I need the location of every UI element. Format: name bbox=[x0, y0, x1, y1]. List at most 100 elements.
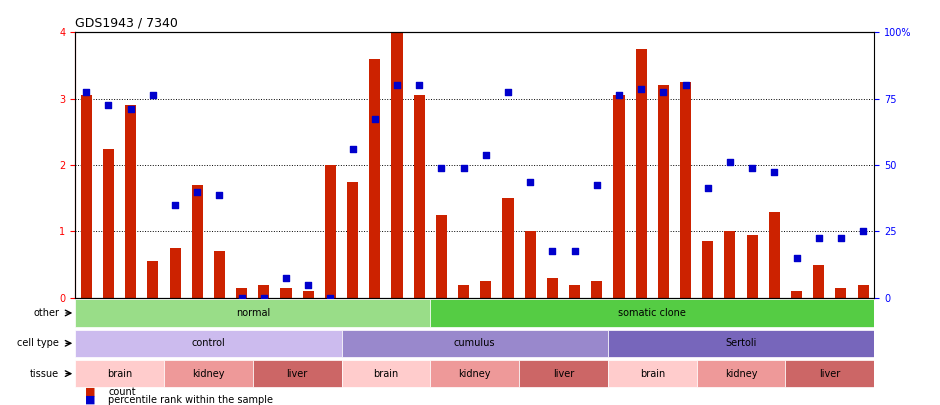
Bar bbox=[75, 299, 431, 326]
Point bbox=[500, 89, 515, 95]
Bar bbox=[258, 285, 270, 298]
Point bbox=[234, 294, 249, 301]
Bar bbox=[569, 285, 580, 298]
Bar bbox=[591, 281, 603, 298]
Text: GDS1943 / 7340: GDS1943 / 7340 bbox=[75, 17, 178, 30]
Text: somatic clone: somatic clone bbox=[619, 308, 686, 318]
Point bbox=[101, 102, 116, 109]
Bar bbox=[614, 96, 624, 298]
Point bbox=[368, 115, 383, 122]
Text: cell type: cell type bbox=[17, 338, 59, 348]
Point bbox=[523, 179, 538, 185]
Text: liver: liver bbox=[287, 369, 307, 379]
Bar bbox=[503, 198, 513, 298]
Text: other: other bbox=[33, 308, 59, 318]
Point bbox=[345, 145, 360, 152]
Point bbox=[190, 188, 205, 195]
Point bbox=[611, 92, 626, 99]
Bar bbox=[169, 248, 180, 298]
Bar bbox=[658, 85, 669, 298]
Bar bbox=[608, 360, 697, 387]
Point bbox=[656, 89, 671, 95]
Text: kidney: kidney bbox=[725, 369, 758, 379]
Point bbox=[789, 255, 804, 261]
Text: count: count bbox=[108, 387, 135, 397]
Point bbox=[79, 89, 94, 95]
Text: cumulus: cumulus bbox=[454, 338, 495, 348]
Bar bbox=[525, 231, 536, 298]
Bar bbox=[431, 299, 874, 326]
Text: normal: normal bbox=[236, 308, 270, 318]
Bar bbox=[769, 211, 780, 298]
Bar bbox=[164, 360, 253, 387]
Bar bbox=[519, 360, 608, 387]
Point bbox=[700, 185, 715, 192]
Point bbox=[456, 165, 471, 172]
Bar bbox=[341, 360, 431, 387]
Point bbox=[811, 235, 826, 241]
Bar bbox=[635, 49, 647, 298]
Bar bbox=[414, 96, 425, 298]
Bar bbox=[697, 360, 786, 387]
Point bbox=[146, 92, 161, 99]
Bar bbox=[125, 105, 136, 298]
Bar bbox=[192, 185, 203, 298]
Bar bbox=[280, 288, 291, 298]
Bar bbox=[680, 82, 691, 298]
Text: Sertoli: Sertoli bbox=[726, 338, 757, 348]
Bar bbox=[148, 261, 159, 298]
Point bbox=[389, 82, 404, 89]
Bar bbox=[702, 241, 713, 298]
Bar bbox=[347, 182, 358, 298]
Point bbox=[567, 248, 582, 255]
Text: liver: liver bbox=[819, 369, 840, 379]
Point bbox=[212, 192, 227, 198]
Point bbox=[301, 281, 316, 288]
Text: brain: brain bbox=[107, 369, 133, 379]
Point bbox=[855, 228, 870, 234]
Bar bbox=[458, 285, 469, 298]
Bar bbox=[547, 278, 558, 298]
Text: brain: brain bbox=[373, 369, 399, 379]
Text: control: control bbox=[192, 338, 226, 348]
Bar bbox=[391, 32, 402, 298]
Point bbox=[589, 182, 604, 188]
Point bbox=[167, 202, 182, 208]
Point bbox=[678, 82, 693, 89]
Point bbox=[634, 85, 649, 92]
Point bbox=[434, 165, 449, 172]
Bar bbox=[369, 59, 381, 298]
Point bbox=[545, 248, 560, 255]
Bar bbox=[746, 235, 758, 298]
Text: kidney: kidney bbox=[192, 369, 225, 379]
Text: percentile rank within the sample: percentile rank within the sample bbox=[108, 395, 274, 405]
Point bbox=[723, 158, 738, 165]
Point bbox=[123, 105, 138, 112]
Bar bbox=[236, 288, 247, 298]
Bar bbox=[81, 96, 92, 298]
Text: tissue: tissue bbox=[30, 369, 59, 379]
Text: kidney: kidney bbox=[459, 369, 491, 379]
Bar bbox=[608, 330, 874, 357]
Bar bbox=[303, 291, 314, 298]
Point bbox=[767, 168, 782, 175]
Bar bbox=[791, 291, 802, 298]
Bar bbox=[75, 330, 341, 357]
Bar bbox=[214, 252, 225, 298]
Point bbox=[478, 152, 494, 158]
Text: ■: ■ bbox=[85, 387, 95, 397]
Point bbox=[323, 294, 338, 301]
Point bbox=[834, 235, 849, 241]
Point bbox=[278, 275, 293, 281]
Bar bbox=[325, 165, 336, 298]
Bar bbox=[786, 360, 874, 387]
Bar bbox=[857, 285, 869, 298]
Text: brain: brain bbox=[639, 369, 665, 379]
Bar bbox=[436, 215, 446, 298]
Bar bbox=[480, 281, 492, 298]
Point bbox=[744, 165, 760, 172]
Bar bbox=[725, 231, 735, 298]
Bar bbox=[253, 360, 341, 387]
Bar bbox=[813, 264, 824, 298]
Bar bbox=[341, 330, 608, 357]
